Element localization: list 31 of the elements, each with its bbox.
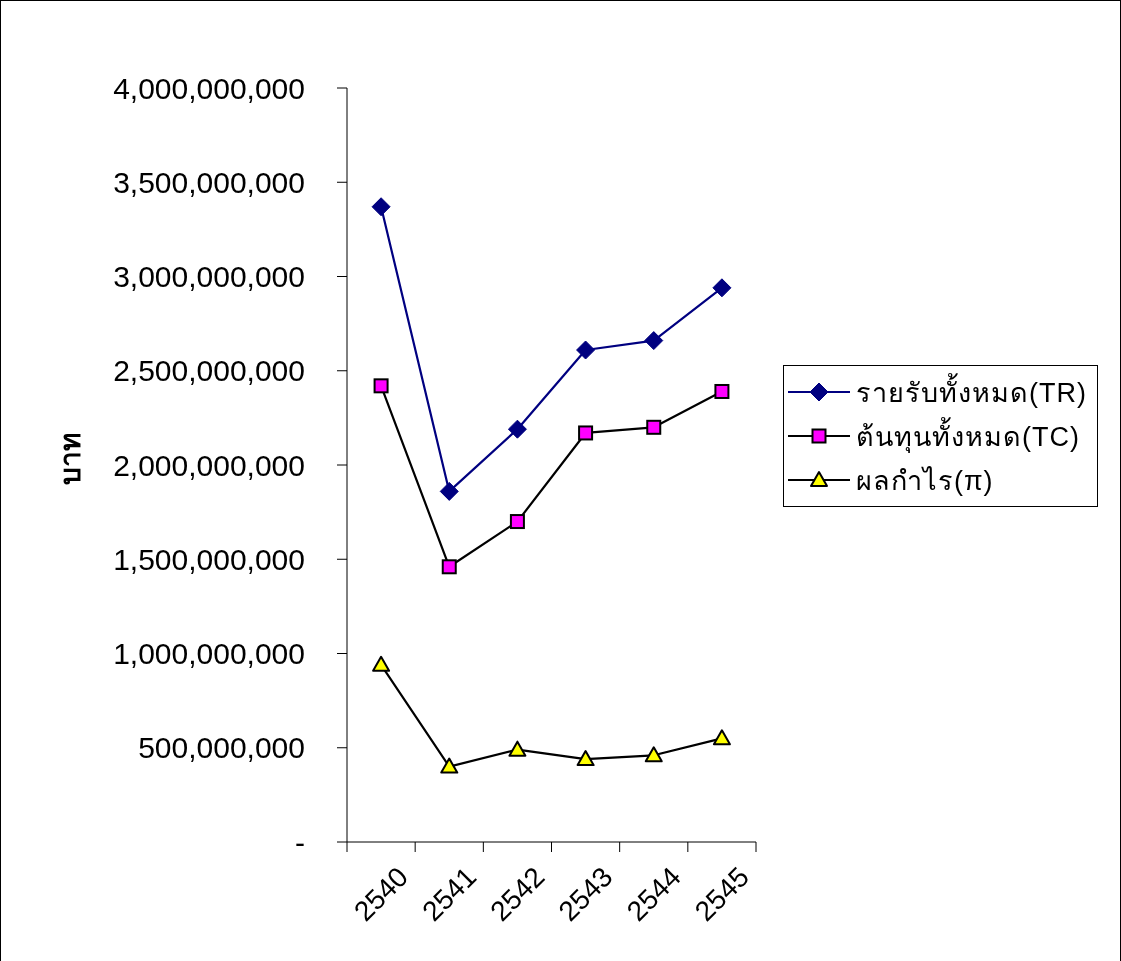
legend-label: ต้นทุนทั้งหมด(TC) [856,416,1080,455]
point [440,757,459,774]
point [712,729,731,746]
point [507,419,527,439]
y-tick-label: 4,000,000,000 [113,71,305,105]
y-tick-label: 1,000,000,000 [113,637,305,671]
point [644,746,663,763]
point [578,425,594,441]
point [441,559,457,575]
y-tick-label: - [295,825,305,859]
point [372,655,391,672]
point [712,278,732,298]
point [439,481,459,501]
y-tick-label: 2,500,000,000 [113,354,305,388]
point [576,750,595,767]
point [644,331,664,351]
y-tick-label: 3,500,000,000 [113,165,305,199]
y-tick-label: 1,500,000,000 [113,542,305,576]
y-tick-label: 3,000,000,000 [113,260,305,294]
point [373,378,389,394]
point [371,197,391,217]
legend-label: ผลกำไร(π) [856,464,994,498]
y-axis-title: บาท [54,433,86,485]
point [508,740,527,757]
point [714,383,730,399]
legend-label: รายรับทั้งหมด(TR) [856,372,1087,410]
y-tick-label: 500,000,000 [138,731,305,765]
point [576,340,596,360]
point [509,514,525,530]
y-tick-label: 2,000,000,000 [113,448,305,482]
point [646,419,662,435]
